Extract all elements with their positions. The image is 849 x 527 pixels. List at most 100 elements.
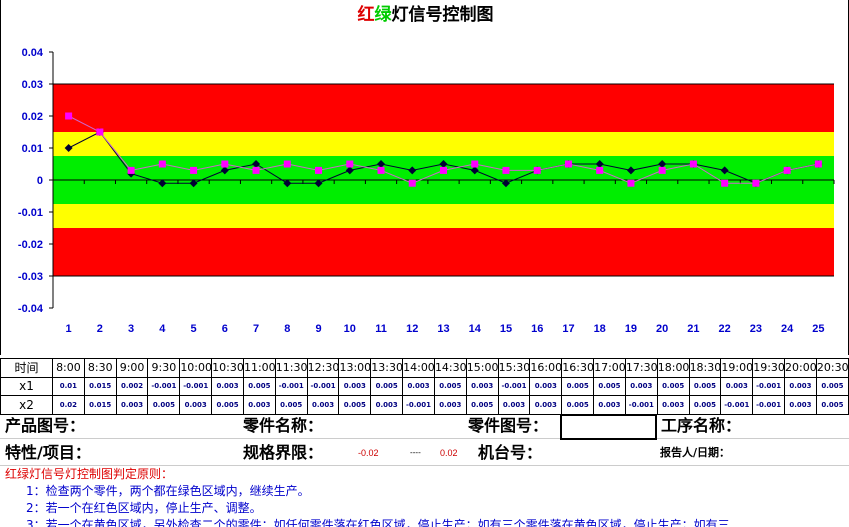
point-x2 [440, 166, 447, 174]
spec-high[interactable]: 0.02 [440, 448, 458, 458]
x2-cell: 0.003 [593, 395, 626, 415]
x-tick-label: 2 [97, 323, 103, 335]
x2-cell: 0.005 [465, 395, 499, 415]
x1-cell: 0.005 [561, 376, 595, 396]
x1-cell: 0.002 [115, 376, 149, 396]
x-tick-label: 19 [625, 323, 637, 335]
time-cell: 9:30 [147, 358, 181, 378]
point-x2 [315, 166, 323, 174]
x-tick-label: 7 [253, 323, 259, 335]
band [53, 204, 834, 228]
x-tick-label: 11 [375, 323, 387, 335]
x2-cell: 0.003 [784, 395, 817, 415]
title-part: 红 [357, 5, 375, 25]
time-cell: 20:00 [784, 358, 817, 378]
point-x2 [627, 179, 635, 187]
time-cell: 13:00 [338, 358, 372, 378]
part-no-cell[interactable] [560, 414, 657, 440]
point-x1 [439, 160, 448, 168]
time-cell: 14:30 [433, 358, 467, 378]
time-cell: 9:00 [115, 358, 149, 378]
title-part: 灯信号控制图 [391, 5, 494, 25]
time-cell: 10:30 [211, 358, 244, 378]
characteristic-label: 特性/项目： [5, 443, 91, 462]
spec-low[interactable]: -0.02 [358, 448, 379, 458]
point-x2 [596, 166, 604, 174]
x2-cell: 0.003 [306, 395, 340, 415]
x2-cell: 0.003 [433, 395, 467, 415]
point-x2 [346, 160, 354, 168]
x1-cell: 0.005 [370, 376, 404, 396]
x2-cell: 0.003 [115, 395, 149, 415]
x2-cell: 0.005 [274, 395, 308, 415]
time-cell: 12:30 [306, 358, 340, 378]
x1-cell: -0.001 [752, 376, 786, 396]
time-cell: 17:00 [593, 358, 626, 378]
x1-cell: -0.001 [274, 376, 308, 396]
x1-cell: 0.01 [52, 376, 85, 396]
time-cell: 8:00 [52, 358, 85, 378]
point-x2 [658, 166, 666, 174]
x-tick-label: 17 [562, 323, 574, 335]
x-tick-label: 24 [781, 323, 794, 335]
point-x1 [220, 166, 229, 175]
x-tick-label: 5 [191, 323, 197, 335]
rule-1: 1：检查两个零件，两个都在绿色区域内，继续生产。 [26, 484, 310, 498]
time-cell: 10:00 [179, 358, 213, 378]
rules-notes: 红绿灯信号灯控制图判定原则： 1：检查两个零件，两个都在绿色区域内，继续生产。 … [0, 466, 849, 527]
time-cell: 18:30 [688, 358, 722, 378]
x1-cell: 0.003 [720, 376, 754, 396]
y-tick-label: -0.02 [18, 239, 43, 251]
rule-2: 2：若一个在红色区域内，停止生产、调整。 [26, 501, 262, 515]
point-x2 [377, 166, 385, 174]
x1-cell: 0.003 [529, 376, 563, 396]
x1-cell: -0.001 [497, 376, 531, 396]
point-x2 [533, 166, 541, 174]
point-x2 [689, 160, 697, 168]
point-x1 [314, 179, 323, 188]
point-x2 [752, 179, 760, 187]
point-x2 [502, 166, 510, 174]
x2-cell: 0.003 [179, 395, 213, 415]
x2-cell: 0.005 [211, 395, 244, 415]
point-x1 [501, 179, 510, 188]
x-tick-label: 16 [531, 323, 543, 335]
point-x2 [65, 112, 73, 120]
x-tick-label: 20 [656, 323, 668, 335]
y-tick-label: -0.03 [18, 271, 43, 283]
x-tick-label: 13 [437, 323, 449, 335]
point-x2 [283, 160, 291, 168]
time-cell: 19:30 [752, 358, 786, 378]
point-x2 [814, 160, 822, 168]
x-tick-label: 9 [315, 323, 321, 335]
point-x2 [408, 179, 416, 187]
x2-cell: 0.003 [497, 395, 531, 415]
x1-cell: 0.003 [784, 376, 817, 396]
point-x2 [783, 166, 791, 174]
x-tick-label: 21 [687, 323, 699, 335]
time-label: 时间 [0, 358, 53, 378]
band [53, 228, 834, 276]
point-x1 [408, 166, 417, 175]
x1-cell: 0.005 [815, 376, 849, 396]
time-cell: 17:30 [624, 358, 658, 378]
x-tick-label: 22 [719, 323, 731, 335]
spec-limit-label: 规格界限： [243, 443, 324, 462]
point-x2 [721, 179, 729, 187]
point-x1 [626, 166, 635, 175]
point-x1 [595, 160, 604, 168]
part-no-label: 零件图号： [468, 416, 549, 435]
time-cell: 15:00 [465, 358, 499, 378]
band [53, 84, 834, 132]
y-tick-label: -0.04 [18, 303, 44, 315]
x1-cell: 0.003 [465, 376, 499, 396]
point-x2 [221, 160, 229, 168]
point-x1 [377, 160, 386, 168]
chart-title: 红绿灯信号控制图 [1, 0, 849, 25]
point-x1 [720, 166, 729, 175]
x1-label: x1 [0, 376, 53, 396]
x-tick-label: 4 [159, 323, 166, 335]
point-x2 [96, 128, 104, 136]
point-x1 [64, 144, 73, 152]
x2-cell: 0.005 [147, 395, 181, 415]
